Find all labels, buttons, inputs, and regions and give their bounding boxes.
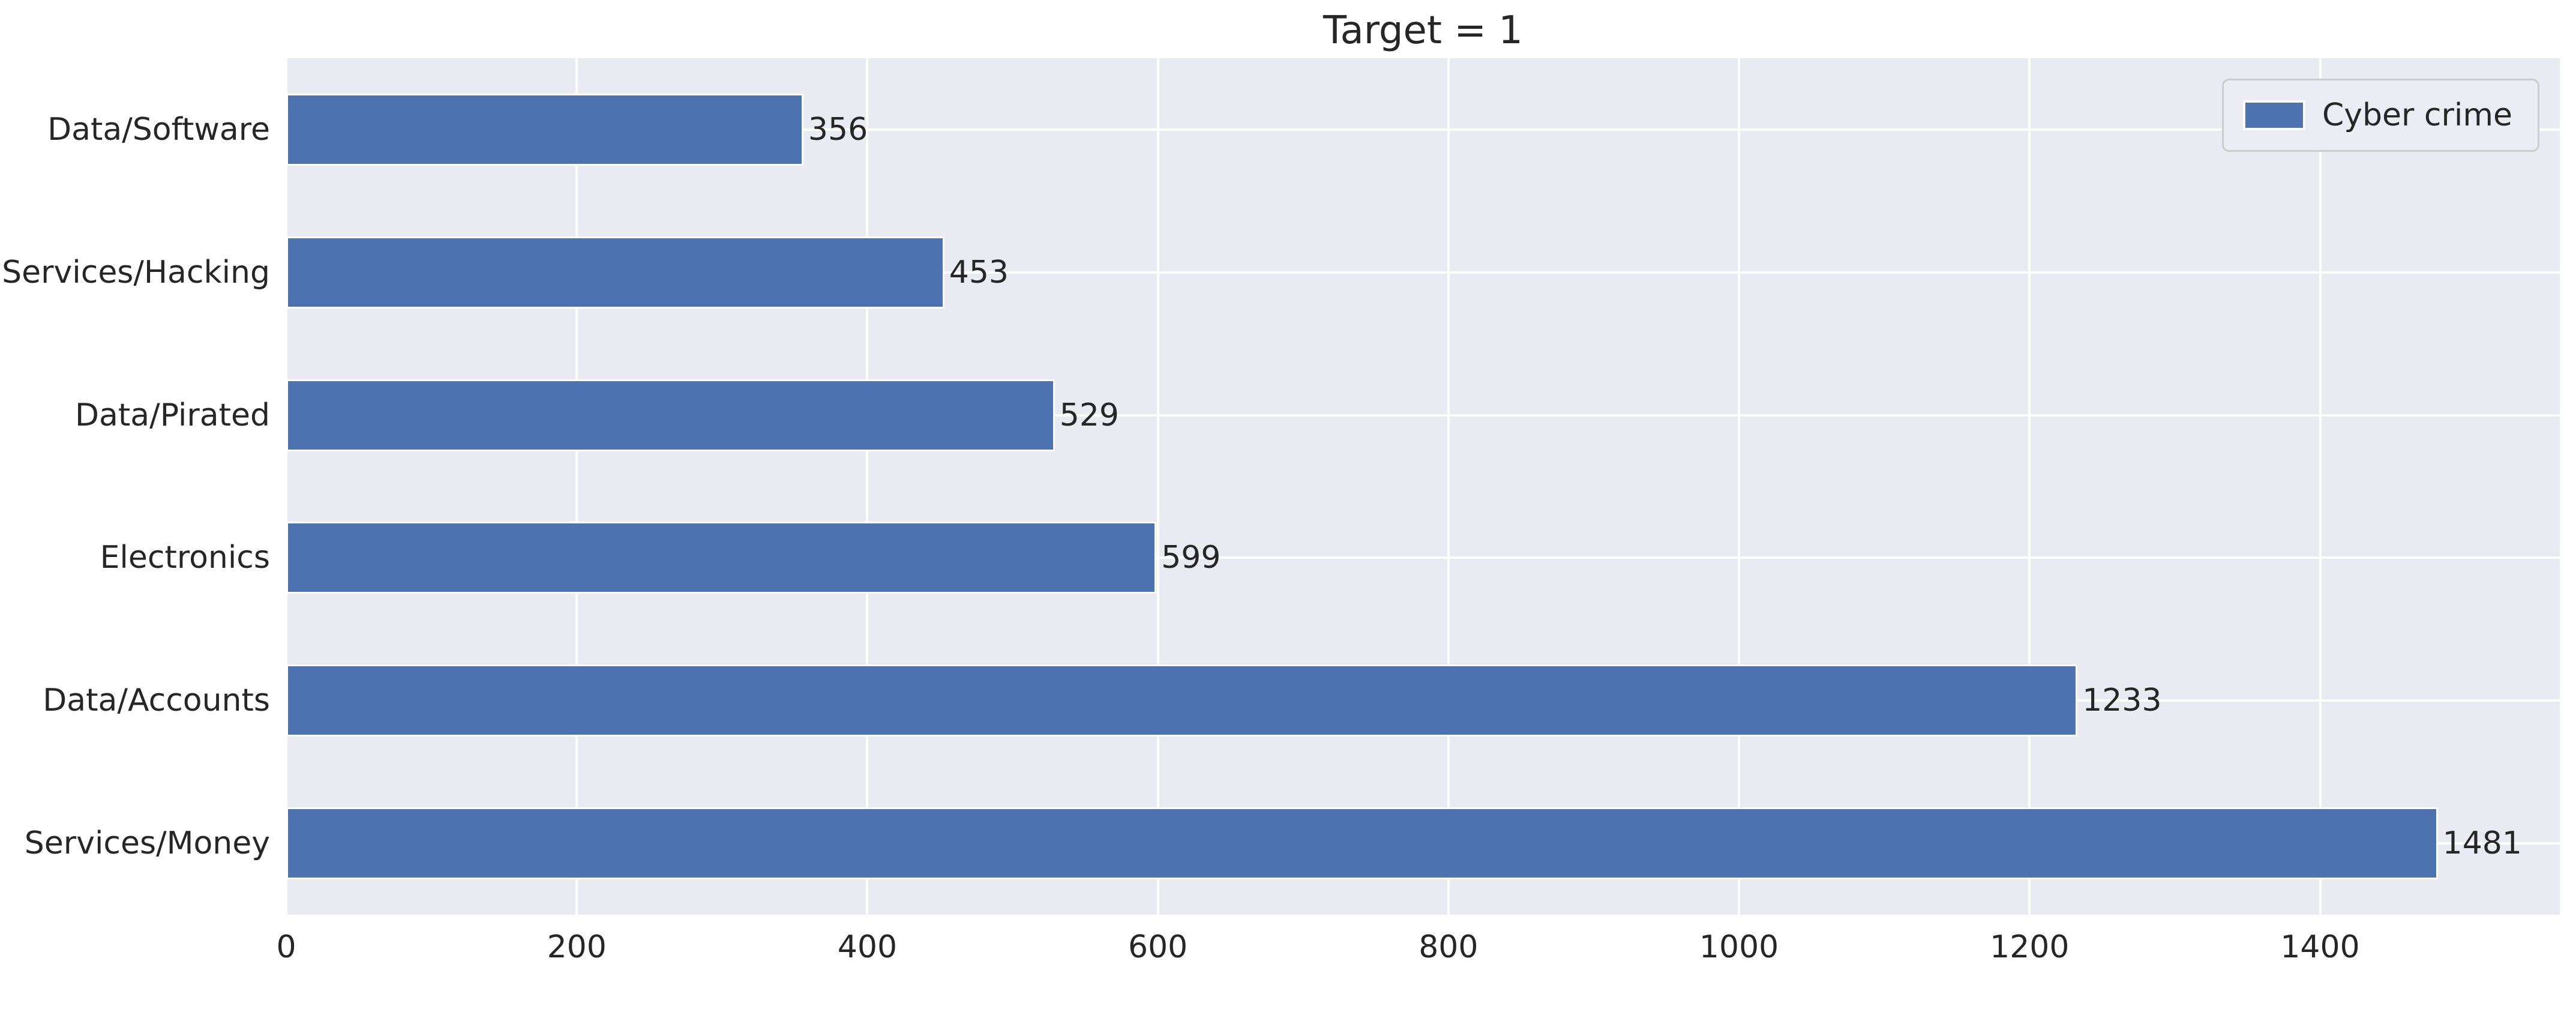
x-tick-label: 200 [547, 929, 607, 965]
y-tick-label: Data/Accounts [43, 682, 270, 719]
x-tick-label: 1200 [1990, 929, 2070, 965]
gridline-vertical [1447, 58, 1450, 915]
gridline-horizontal [286, 271, 2560, 274]
x-tick-label: 400 [837, 929, 898, 965]
gridline-vertical [2028, 58, 2031, 915]
y-axis-labels: Data/Software Services/Hacking Data/Pirate… [0, 58, 270, 915]
legend: Cyber crime [2221, 79, 2539, 152]
bar-value-label: 356 [808, 111, 868, 148]
x-tick-label: 800 [1419, 929, 1479, 965]
gridline-vertical [575, 58, 578, 915]
y-tick-label: Data/Software [47, 111, 270, 148]
gridline-vertical [1156, 58, 1159, 915]
plot-area: 356 453 529 599 1233 1481 Cyber crime [285, 58, 2560, 915]
legend-label: Cyber crime [2322, 97, 2512, 133]
bar-services-hacking [286, 236, 944, 309]
bar-data-pirated [286, 379, 1055, 451]
x-tick-label: 0 [276, 929, 296, 965]
gridline-vertical [1738, 58, 1741, 915]
gridline-vertical [285, 58, 287, 915]
bar-value-label: 599 [1161, 540, 1221, 576]
gridline-horizontal [286, 128, 2560, 131]
bar-value-label: 453 [949, 254, 1009, 291]
gridline-vertical [866, 58, 869, 915]
y-tick-label: Electronics [100, 540, 270, 576]
x-tick-label: 1400 [2280, 929, 2360, 965]
gridline-horizontal [286, 556, 2560, 559]
bar-data-accounts [286, 664, 2078, 737]
x-tick-label: 1000 [1699, 929, 1779, 965]
x-tick-label: 600 [1128, 929, 1188, 965]
legend-swatch-cyber-crime [2242, 100, 2305, 130]
y-tick-label: Data/Pirated [75, 397, 270, 433]
bar-electronics [286, 522, 1157, 594]
bar-value-label: 1233 [2082, 682, 2162, 719]
bar-services-money [286, 807, 2438, 880]
bar-value-label: 1481 [2442, 825, 2522, 862]
chart-title: Target = 1 [1323, 8, 1524, 53]
gridline-horizontal [286, 414, 2560, 417]
y-tick-label: Services/Money [24, 825, 270, 862]
bar-value-label: 529 [1059, 397, 1120, 433]
gridline-vertical [2319, 58, 2322, 915]
bar-data-software [286, 93, 803, 166]
y-tick-label: Services/Hacking [2, 254, 270, 291]
